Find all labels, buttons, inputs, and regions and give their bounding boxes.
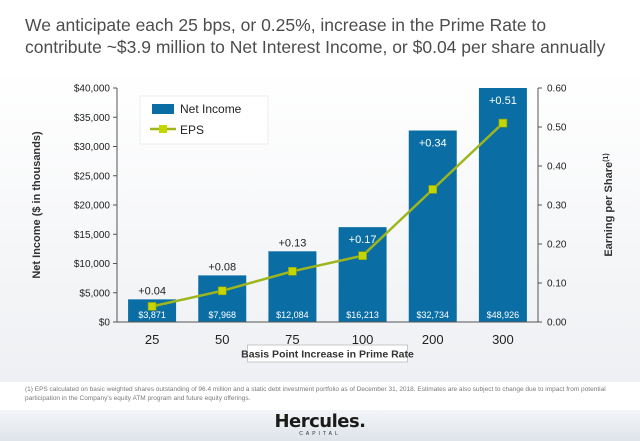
company-logo: Hercules. CAPITAL [272, 413, 368, 439]
eps-value-label: +0.51 [489, 95, 517, 107]
y-tick-label: $25,000 [74, 171, 111, 182]
eps-value-label: +0.17 [349, 234, 377, 246]
x-tick-label: 50 [215, 332, 229, 347]
y2-tick-label: 0.10 [547, 279, 567, 290]
eps-marker [217, 286, 227, 296]
eps-marker [288, 266, 297, 276]
legend-marker-eps [159, 125, 167, 133]
eps-marker [147, 302, 157, 311]
y2-tick-label: 0.00 [547, 318, 567, 329]
eps-value-label: +0.08 [208, 261, 236, 273]
eps-value-label: +0.34 [419, 138, 447, 150]
y-tick-label: $30,000 [74, 142, 111, 153]
x-tick-label: 100 [352, 332, 374, 347]
x-axis-title-box [247, 344, 408, 363]
y-axis-title: Net Income ($ in thousands) [31, 131, 43, 279]
eps-value-label: +0.13 [278, 237, 306, 249]
x-axis-title: Basis Point Increase in Prime Rate [241, 349, 414, 361]
bar-value-label: $3,871 [138, 310, 166, 320]
eps-line [151, 122, 504, 308]
bar-value-label: $7,968 [208, 310, 236, 320]
bar-value-label: $12,084 [276, 310, 309, 320]
bar [338, 227, 387, 322]
logo-subtitle: CAPITAL [299, 431, 341, 437]
eps-marker [358, 251, 367, 260]
y-tick-label: $40,000 [74, 84, 111, 95]
y2-axis-title: Earning per Share(1) [603, 153, 615, 256]
legend-swatch-net-income [152, 104, 174, 114]
bar [198, 275, 247, 322]
chart: $0 $5,000 $10,000 $15,000 $20,000 $25,000 $30,… [31, 84, 615, 363]
x-tick-label: 200 [422, 332, 444, 347]
y2-tick-label: 0.30 [547, 201, 567, 212]
eps-value-label: +0.04 [138, 285, 166, 297]
y2-tick-label: 0.40 [547, 162, 567, 173]
y-tick-label: $0 [99, 318, 111, 329]
y2-axis-title-text: Earning per Share [603, 162, 615, 257]
y2-tick-label: 0.60 [547, 84, 567, 95]
logo-wordmark: Hercules. [274, 411, 366, 432]
headline: We anticipate each 25 bps, or 0.25%, inc… [25, 15, 606, 57]
y2-tick-label: 0.50 [547, 123, 567, 134]
bar [408, 130, 457, 322]
x-tick-label: 300 [492, 332, 514, 347]
x-tick-label: 75 [285, 332, 299, 347]
legend-label-eps: EPS [180, 123, 204, 137]
bar-value-label: $16,213 [346, 310, 379, 320]
bar [268, 251, 317, 322]
legend-label-net-income: Net Income [180, 102, 242, 116]
x-tick-label: 25 [145, 332, 159, 347]
eps-marker [498, 118, 508, 128]
footnote: (1) EPS calculated on basic weighted sha… [25, 386, 606, 402]
chart-panel [0, 70, 640, 382]
bar-value-label: $48,926 [487, 310, 520, 320]
y-tick-label: $15,000 [74, 230, 111, 241]
footer-band [0, 410, 640, 441]
y2-tick-label: 0.20 [547, 240, 567, 251]
y-tick-label: $35,000 [74, 113, 111, 124]
eps-marker [428, 185, 438, 194]
y2-axis-title-note: (1) [603, 153, 610, 162]
y-tick-label: $20,000 [74, 201, 111, 212]
y-tick-label: $10,000 [74, 259, 111, 270]
y-tick-label: $5,000 [79, 288, 110, 299]
bar-value-label: $32,734 [416, 310, 449, 320]
